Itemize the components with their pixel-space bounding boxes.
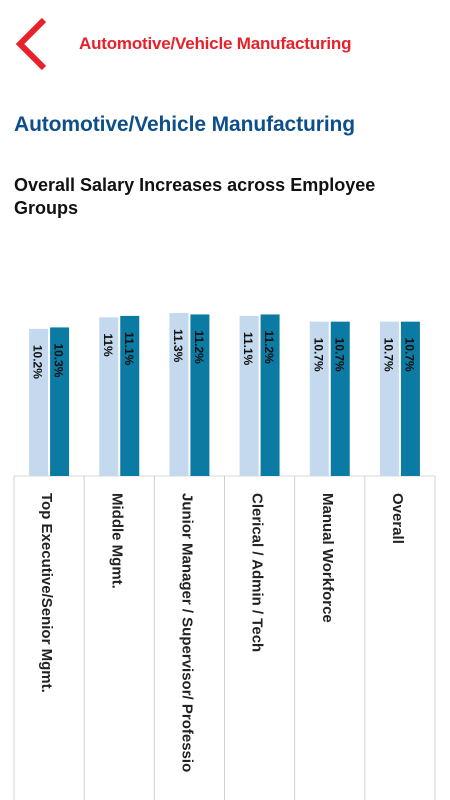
bar (99, 317, 119, 476)
bar (50, 327, 70, 476)
bar-value-label: 11.3% (171, 329, 185, 363)
bar-value-label: 10.7% (332, 338, 346, 372)
category-label: Middle Mgmt. (108, 493, 125, 589)
bar-value-label: 10.7% (381, 338, 395, 372)
page-title: Automotive/Vehicle Manufacturing (14, 113, 356, 136)
bar-value-label: 11.1% (241, 332, 255, 366)
category-label: Junior Manager / Supervisor/ Professio (178, 493, 195, 772)
category-label: Overall (389, 493, 406, 544)
bar-value-label: 11% (101, 333, 115, 357)
category-label: Manual Workforce (319, 493, 336, 623)
bar-value-label: 10.2% (31, 345, 45, 379)
header-title: Automotive/Vehicle Manufacturing (79, 34, 352, 53)
category-label: Top Executive/Senior Mgmt. (38, 493, 55, 693)
bar (400, 321, 420, 476)
bar (239, 315, 259, 476)
back-chevron-icon[interactable] (8, 14, 58, 74)
bar (190, 314, 210, 476)
bar-value-label: 11.2% (262, 330, 276, 364)
salary-bar-chart: 10.2% 10.3% Top Executive/Senior Mgmt. 11% 1… (13, 313, 436, 800)
bar (379, 321, 399, 476)
bar (120, 315, 140, 476)
bar (169, 313, 189, 476)
top-bar: Automotive/Vehicle Manufacturing (0, 0, 450, 90)
bar-value-label: 10.7% (402, 338, 416, 372)
bar (29, 328, 49, 476)
bar (330, 321, 350, 476)
bar-value-label: 11.1% (122, 332, 136, 366)
bar-value-label: 11.2% (192, 330, 206, 364)
bar (309, 321, 329, 476)
bar-value-label: 10.3% (52, 343, 66, 377)
chart-title: Overall Salary Increases across Employee… (14, 175, 376, 218)
bar (260, 314, 280, 476)
bar-value-label: 10.7% (311, 338, 325, 372)
category-label: Clerical / Admin / Tech (249, 493, 266, 652)
